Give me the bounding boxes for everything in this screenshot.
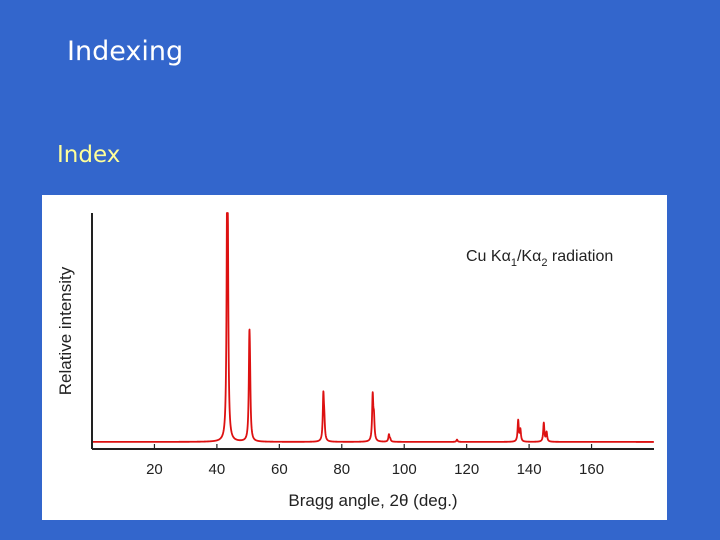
annotation-alpha-1: α bbox=[502, 248, 511, 265]
annotation-sub-1: 1 bbox=[511, 257, 517, 269]
xrd-chart: 20 40 60 80 100 120 140 160 Bragg angle, 2θ (de… bbox=[56, 212, 655, 510]
annotation-slash: /K bbox=[517, 248, 532, 265]
radiation-annotation: Cu Kα1/Kα2 radiation bbox=[466, 248, 613, 269]
x-tick-label: 60 bbox=[271, 461, 288, 478]
annotation-suffix: radiation bbox=[547, 248, 613, 265]
slide-title: Indexing bbox=[67, 36, 184, 67]
plot-area bbox=[91, 212, 655, 443]
y-axis-label: Relative intensity bbox=[56, 266, 75, 395]
annotation-prefix: Cu K bbox=[466, 248, 502, 265]
x-axis-label: Bragg angle, 2θ (deg.) bbox=[288, 491, 457, 510]
annotation-alpha-2: α bbox=[532, 248, 541, 265]
x-tick-label: 160 bbox=[579, 461, 604, 478]
x-tick-label: 120 bbox=[454, 461, 479, 478]
annotation-sub-2: 2 bbox=[541, 257, 547, 269]
diffraction-pattern-line bbox=[91, 212, 655, 443]
x-tick-label: 100 bbox=[392, 461, 417, 478]
x-axis-ticks: 20 40 60 80 100 120 140 160 bbox=[146, 444, 604, 478]
x-tick-label: 40 bbox=[209, 461, 226, 478]
x-tick-label: 20 bbox=[146, 461, 163, 478]
x-tick-label: 140 bbox=[517, 461, 542, 478]
slide-body-text: Index bbox=[57, 142, 121, 168]
xrd-chart-panel: 20 40 60 80 100 120 140 160 Bragg angle, 2θ (de… bbox=[42, 195, 667, 520]
x-tick-label: 80 bbox=[333, 461, 350, 478]
